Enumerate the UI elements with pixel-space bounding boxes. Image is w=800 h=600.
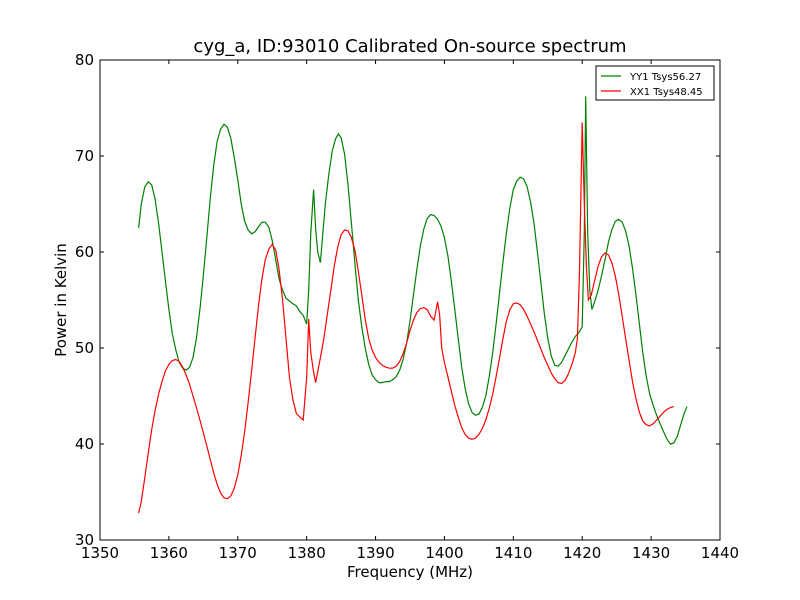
x-axis-label: Frequency (MHz) — [347, 563, 473, 581]
x-tick-label: 1410 — [494, 544, 532, 562]
x-tick-label: 1420 — [563, 544, 601, 562]
y-tick-label: 80 — [75, 51, 94, 69]
legend-box — [595, 65, 715, 101]
y-axis: 30 40 50 60 70 80 — [75, 51, 720, 549]
chart-title: cyg_a, ID:93010 Calibrated On-source spe… — [193, 36, 626, 57]
x-tick-label: 1360 — [150, 544, 188, 562]
x-tick-label: 1400 — [425, 544, 463, 562]
y-tick-label: 30 — [75, 531, 94, 549]
x-tick-label: 1350 — [81, 544, 119, 562]
y-tick-label: 40 — [75, 435, 94, 453]
x-tick-label: 1430 — [632, 544, 670, 562]
y-tick-label: 50 — [75, 339, 94, 357]
plot-area: 1350 1360 1370 1380 1390 1400 1410 1420 1430 1440… — [75, 51, 739, 562]
x-tick-label: 1390 — [356, 544, 394, 562]
x-tick-label: 1440 — [701, 544, 739, 562]
x-tick-label: 1380 — [288, 544, 326, 562]
legend: YY1 Tsys56.27 XX1 Tsys48.45 — [595, 65, 715, 101]
series-line-1 — [138, 96, 688, 445]
y-tick-label: 70 — [75, 147, 94, 165]
plot-frame — [99, 59, 721, 541]
x-tick-label: 1370 — [219, 544, 257, 562]
series-line-2 — [138, 122, 674, 514]
y-axis-label: Power in Kelvin — [52, 243, 70, 357]
series-group — [138, 96, 688, 514]
x-axis: 1350 1360 1370 1380 1390 1400 1410 1420 1430 1440 — [81, 60, 739, 562]
legend-label-2: XX1 Tsys48.45 — [630, 87, 703, 98]
y-tick-label: 60 — [75, 243, 94, 261]
legend-label-1: YY1 Tsys56.27 — [629, 72, 701, 83]
